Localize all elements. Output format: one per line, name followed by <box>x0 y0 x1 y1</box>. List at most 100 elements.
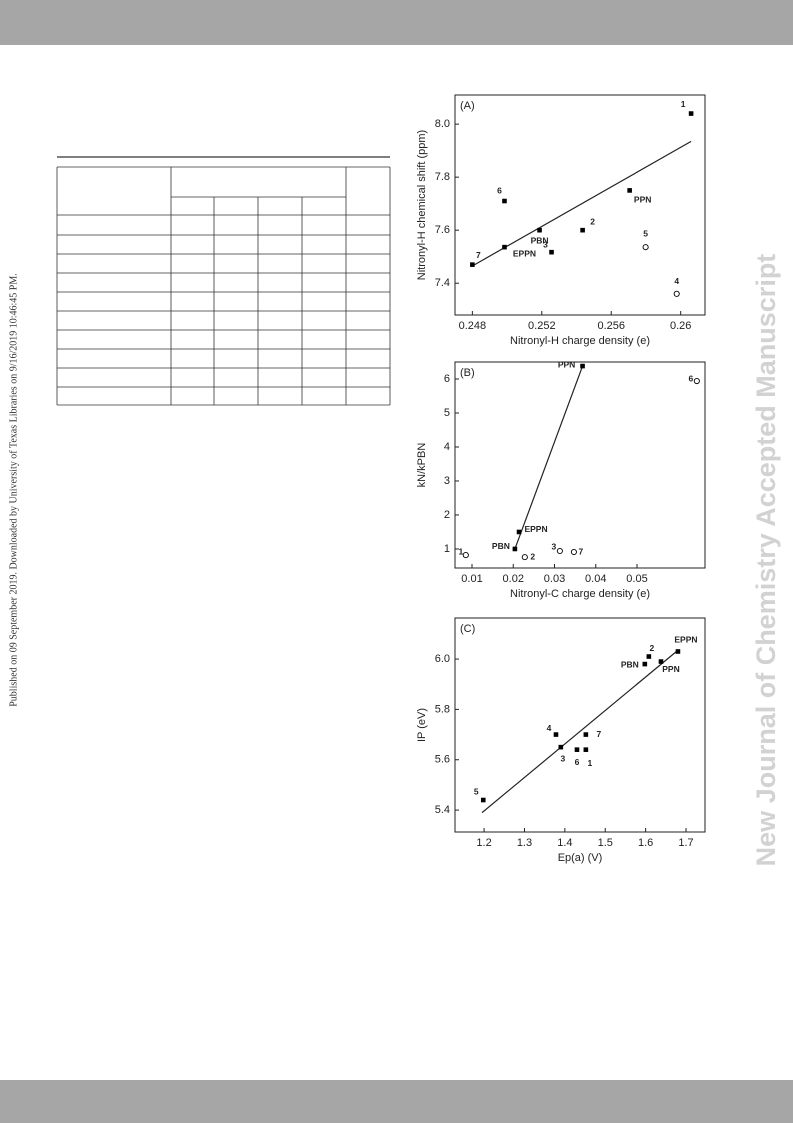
point <box>516 529 522 535</box>
panel-label: (A) <box>460 100 475 112</box>
y-tick-label: 5.4 <box>435 804 450 816</box>
x-tick-label: 0.04 <box>585 573 606 585</box>
panel-label: (B) <box>460 367 475 379</box>
point-label: 4 <box>547 723 552 733</box>
x-tick-label: 1.7 <box>678 837 693 849</box>
point <box>480 797 486 803</box>
point-label: EPPN <box>524 524 547 534</box>
y-tick-label: 1 <box>444 543 450 555</box>
plot-frame <box>454 617 706 833</box>
x-tick-label: 1.3 <box>517 837 532 849</box>
y-tick-label: 7.6 <box>435 224 450 236</box>
point <box>627 188 632 193</box>
point-label: PBN <box>492 541 510 551</box>
point-label: 3 <box>560 753 565 763</box>
x-tick-label: 0.01 <box>461 573 482 585</box>
x-tick-label: 0.248 <box>459 320 487 332</box>
point-label: 3 <box>543 239 548 249</box>
point-label: 5 <box>643 228 648 238</box>
x-tick-label: 1.6 <box>638 837 653 849</box>
point <box>688 111 694 116</box>
fit-line <box>481 649 679 814</box>
x-tick-label: 0.05 <box>626 573 647 585</box>
point-label: PPN <box>634 195 651 205</box>
x-tick-label: 0.03 <box>544 573 565 585</box>
x-tick-label: 0.256 <box>597 320 625 332</box>
y-tick-label: 5.6 <box>435 754 450 766</box>
point <box>502 244 507 250</box>
plot-frame <box>454 94 706 316</box>
point <box>583 732 589 737</box>
watermark: New Journal of Chemistry Accepted Manusc… <box>751 254 781 867</box>
point <box>549 249 554 255</box>
side-note: Published on 09 September 2019. Download… <box>8 273 19 707</box>
point <box>646 654 652 659</box>
y-tick-label: 5.8 <box>435 703 450 715</box>
point <box>512 546 518 552</box>
point-label: 2 <box>530 551 535 561</box>
y-tick-label: 7.4 <box>435 277 450 289</box>
point-label: 6 <box>688 373 693 383</box>
point-label: 7 <box>579 546 584 556</box>
point <box>470 262 475 267</box>
point-label: PBN <box>621 659 639 669</box>
point <box>583 747 589 752</box>
point <box>462 552 469 559</box>
fit-line <box>514 365 584 550</box>
point <box>673 290 680 297</box>
x-tick-label: 1.5 <box>598 837 613 849</box>
x-tick-label: 0.02 <box>503 573 524 585</box>
x-tick-label: 0.26 <box>670 320 691 332</box>
y-tick-label: 6.0 <box>435 653 450 665</box>
y-tick-label: 6 <box>444 373 450 385</box>
point-label: PBN <box>531 235 549 245</box>
y-axis-label: IP (eV) <box>416 708 428 742</box>
point-label: 6 <box>497 185 502 195</box>
point <box>658 659 664 664</box>
point <box>574 747 580 752</box>
x-tick-label: 0.252 <box>528 320 556 332</box>
point <box>537 227 542 233</box>
y-tick-label: 7.8 <box>435 171 450 183</box>
empty-table <box>56 156 391 406</box>
y-tick-label: 8.0 <box>435 118 450 130</box>
y-axis-label: kN/kPBN <box>416 443 428 488</box>
y-axis-label: Nitronyl-H chemical shift (ppm) <box>416 130 428 280</box>
panel-label: (C) <box>460 623 475 635</box>
footer-bar <box>0 1080 793 1123</box>
x-tick-label: 1.4 <box>557 837 572 849</box>
point-label: 4 <box>674 276 679 286</box>
point-label: 7 <box>476 250 481 260</box>
point <box>556 547 563 555</box>
point <box>693 377 700 385</box>
point <box>521 554 528 561</box>
y-tick-label: 5 <box>444 407 450 419</box>
point <box>502 198 507 204</box>
point-label: PPN <box>662 664 679 674</box>
x-axis-label: Nitronyl-H charge density (e) <box>510 335 650 347</box>
y-tick-label: 4 <box>444 441 450 453</box>
point <box>580 227 585 233</box>
point-label: 1 <box>587 758 592 768</box>
point-label: 1 <box>681 99 686 109</box>
point-label: 5 <box>474 786 479 796</box>
plot-frame <box>454 361 706 569</box>
point <box>570 548 577 556</box>
point-label: 7 <box>596 729 601 739</box>
point-label: EPPN <box>674 635 697 645</box>
point <box>675 649 681 654</box>
x-tick-label: 1.2 <box>476 837 491 849</box>
y-tick-label: 2 <box>444 509 450 521</box>
point-label: 2 <box>590 216 595 226</box>
point <box>558 744 564 750</box>
point <box>642 244 649 251</box>
point <box>642 661 648 667</box>
point-label: EPPN <box>513 248 536 258</box>
point <box>553 732 559 737</box>
x-axis-label: Ep(a) (V) <box>558 852 603 864</box>
point-label: 3 <box>552 541 557 551</box>
point-label: 2 <box>649 643 654 653</box>
point-label: 6 <box>575 757 580 767</box>
